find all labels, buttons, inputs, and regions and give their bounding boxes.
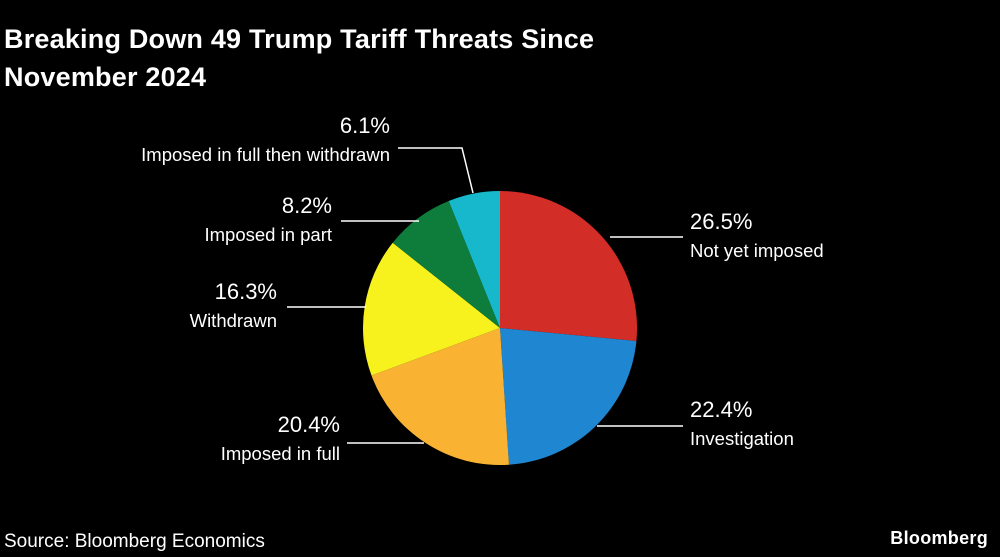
slice-percent: 26.5% (690, 209, 753, 234)
chart-title-line1: Breaking Down 49 Trump Tariff Threats Si… (4, 24, 595, 55)
slice-label-withdrawn: 16.3% Withdrawn (190, 277, 277, 335)
pie-slice-not-yet-imposed (500, 191, 638, 342)
slice-percent: 22.4% (690, 397, 753, 422)
slice-name: Imposed in part (204, 224, 332, 245)
leader-line (398, 147, 474, 194)
slice-name: Imposed in full then withdrawn (141, 144, 390, 165)
slice-label-imposed-in-full-then-withdrawn: 6.1% Imposed in full then withdrawn (141, 111, 390, 169)
pie-slice-withdrawn (362, 242, 500, 376)
chart-title-line2: November 2024 (4, 62, 207, 93)
bloomberg-logo: Bloomberg (890, 528, 988, 548)
slice-percent: 16.3% (214, 279, 277, 304)
slice-percent: 8.2% (281, 193, 332, 218)
slice-name: Withdrawn (189, 310, 277, 331)
pie-slice-imposed-in-full-then-withdrawn (448, 191, 500, 328)
slice-label-imposed-in-full: 20.4% Imposed in full (221, 410, 340, 468)
slice-percent: 6.1% (339, 113, 390, 138)
slice-name: Imposed in full (220, 443, 340, 464)
slice-label-investigation: 22.4% Investigation (690, 395, 794, 453)
slice-label-not-yet-imposed: 26.5% Not yet imposed (690, 207, 824, 265)
chart-title: Breaking Down 49 Trump Tariff Threats Si… (4, 20, 784, 96)
slice-percent: 20.4% (277, 412, 340, 437)
pie-slice-imposed-in-full (371, 328, 509, 465)
pie-slice-imposed-in-part (392, 201, 500, 328)
slice-name: Not yet imposed (690, 240, 824, 261)
pie-slice-investigation (500, 328, 637, 465)
source-note: Source: Bloomberg Economics (4, 531, 265, 552)
slice-name: Investigation (690, 428, 794, 449)
slice-label-imposed-in-part: 8.2% Imposed in part (204, 191, 332, 249)
